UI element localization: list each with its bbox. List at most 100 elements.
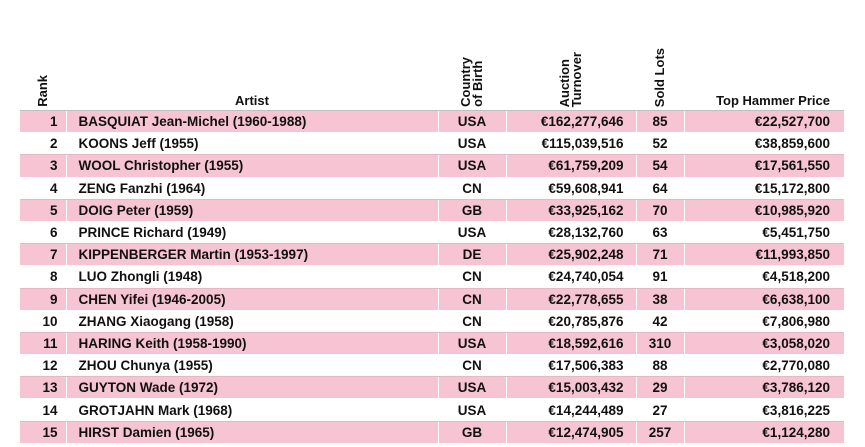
artist-cell: HARING Keith (1958-1990) — [66, 332, 439, 356]
top-hammer-price-cell: €10,985,920 — [684, 199, 844, 222]
column-header-artist: Artist — [66, 42, 438, 111]
artist-cell: DOIG Peter (1959) — [66, 199, 439, 222]
country-cell: USA — [438, 332, 507, 356]
rank-cell: 4 — [20, 177, 67, 200]
artist-cell: PRINCE Richard (1949) — [66, 221, 439, 245]
turnover-cell: €15,003,432 — [506, 376, 637, 400]
country-cell: USA — [438, 132, 507, 156]
rank-cell: 13 — [20, 376, 67, 400]
rank-cell: 15 — [20, 421, 67, 444]
country-cell: GB — [438, 199, 507, 222]
artist-cell: LUO Zhongli (1948) — [66, 265, 439, 289]
sold-lots-cell: 64 — [636, 177, 685, 200]
sold-lots-cell: 91 — [636, 265, 685, 289]
top-hammer-price-cell: €17,561,550 — [684, 154, 844, 178]
table-header-row: Rank Artist Country of Birth Auction Tur… — [20, 42, 844, 111]
artist-cell: ZHOU Chunya (1955) — [66, 354, 439, 378]
sold-lots-cell: 29 — [636, 376, 685, 400]
artist-cell: ZHANG Xiaogang (1958) — [66, 310, 439, 333]
turnover-cell: €17,506,383 — [506, 354, 637, 378]
sold-lots-cell: 71 — [636, 243, 685, 267]
rank-cell: 6 — [20, 221, 67, 245]
sold-lots-cell: 257 — [636, 421, 685, 444]
table-row: 15 HIRST Damien (1965) GB €12,474,905 257 €1,… — [20, 421, 844, 444]
sold-lots-cell: 27 — [636, 398, 685, 422]
turnover-cell: €22,778,655 — [506, 288, 637, 311]
turnover-cell: €24,740,054 — [506, 265, 637, 289]
country-cell: USA — [438, 221, 507, 245]
artist-cell: ZENG Fanzhi (1964) — [66, 177, 439, 200]
top-hammer-price-cell: €3,058,020 — [684, 332, 844, 356]
top-hammer-price-cell: €11,993,850 — [684, 243, 844, 267]
top-hammer-price-cell: €5,451,750 — [684, 221, 844, 245]
artist-cell: GUYTON Wade (1972) — [66, 376, 439, 400]
column-header-top-hammer-price: Top Hammer Price — [684, 42, 844, 111]
artist-cell: CHEN Yifei (1946-2005) — [66, 288, 439, 311]
top-hammer-price-cell: €22,527,700 — [684, 110, 844, 134]
country-cell: CN — [438, 354, 507, 378]
table-row: 8 LUO Zhongli (1948) CN €24,740,054 91 €4,518… — [20, 265, 844, 289]
artist-cell: HIRST Damien (1965) — [66, 421, 439, 444]
top-hammer-price-cell: €6,638,100 — [684, 288, 844, 311]
artist-cell: GROTJAHN Mark (1968) — [66, 398, 439, 422]
rank-cell: 5 — [20, 199, 67, 222]
table-body: 1 BASQUIAT Jean-Michel (1960-1988) USA €162… — [20, 110, 844, 444]
sold-lots-cell: 85 — [636, 110, 685, 134]
top-hammer-price-cell: €4,518,200 — [684, 265, 844, 289]
country-cell: GB — [438, 421, 507, 444]
rank-cell: 12 — [20, 354, 67, 378]
rank-cell: 3 — [20, 154, 67, 178]
column-header-rank: Rank — [20, 42, 66, 111]
table-row: 7 KIPPENBERGER Martin (1953-1997) DE €25,90… — [20, 243, 844, 267]
sold-lots-cell: 42 — [636, 310, 685, 333]
artist-cell: KOONS Jeff (1955) — [66, 132, 439, 156]
turnover-cell: €162,277,646 — [506, 110, 637, 134]
top-hammer-price-cell: €2,770,080 — [684, 354, 844, 378]
artist-cell: WOOL Christopher (1955) — [66, 154, 439, 178]
rank-cell: 14 — [20, 398, 67, 422]
table-row: 6 PRINCE Richard (1949) USA €28,132,760 63 €5… — [20, 221, 844, 245]
table-row: 11 HARING Keith (1958-1990) USA €18,592,616… — [20, 332, 844, 356]
column-header-sold-lots: Sold Lots — [636, 42, 684, 111]
column-header-turnover: Auction Turnover — [506, 42, 636, 111]
country-cell: CN — [438, 177, 507, 200]
turnover-cell: €59,608,941 — [506, 177, 637, 200]
turnover-cell: €18,592,616 — [506, 332, 637, 356]
sold-lots-cell: 70 — [636, 199, 685, 222]
artist-ranking-table: Rank Artist Country of Birth Auction Tur… — [20, 42, 844, 444]
sold-lots-cell: 52 — [636, 132, 685, 156]
rank-cell: 10 — [20, 310, 67, 333]
country-cell: CN — [438, 265, 507, 289]
artist-cell: KIPPENBERGER Martin (1953-1997) — [66, 243, 439, 267]
table-row: 9 CHEN Yifei (1946-2005) CN €22,778,655 38 €6… — [20, 288, 844, 311]
country-cell: DE — [438, 243, 507, 267]
table-row: 12 ZHOU Chunya (1955) CN €17,506,383 88 €2,77… — [20, 354, 844, 378]
sold-lots-cell: 63 — [636, 221, 685, 245]
rank-cell: 11 — [20, 332, 67, 356]
sold-lots-cell: 88 — [636, 354, 685, 378]
top-hammer-price-cell: €7,806,980 — [684, 310, 844, 333]
turnover-cell: €20,785,876 — [506, 310, 637, 333]
table-row: 14 GROTJAHN Mark (1968) USA €14,244,489 27 €3… — [20, 398, 844, 422]
turnover-cell: €33,925,162 — [506, 199, 637, 222]
table-row: 1 BASQUIAT Jean-Michel (1960-1988) USA €162… — [20, 110, 844, 134]
table-row: 3 WOOL Christopher (1955) USA €61,759,209 54… — [20, 154, 844, 178]
table-row: 2 KOONS Jeff (1955) USA €115,039,516 52 €38,8… — [20, 132, 844, 156]
turnover-cell: €61,759,209 — [506, 154, 637, 178]
column-header-country: Country of Birth — [438, 42, 506, 111]
top-hammer-price-cell: €3,816,225 — [684, 398, 844, 422]
country-cell: CN — [438, 288, 507, 311]
artist-ranking-table-container: Rank Artist Country of Birth Auction Tur… — [20, 42, 844, 444]
top-hammer-price-cell: €15,172,800 — [684, 177, 844, 200]
sold-lots-cell: 54 — [636, 154, 685, 178]
table-row: 10 ZHANG Xiaogang (1958) CN €20,785,876 42 €7… — [20, 310, 844, 333]
turnover-cell: €12,474,905 — [506, 421, 637, 444]
turnover-cell: €14,244,489 — [506, 398, 637, 422]
rank-cell: 7 — [20, 243, 67, 267]
top-hammer-price-cell: €38,859,600 — [684, 132, 844, 156]
rank-cell: 1 — [20, 110, 67, 134]
country-cell: CN — [438, 310, 507, 333]
rank-cell: 2 — [20, 132, 67, 156]
turnover-cell: €115,039,516 — [506, 132, 637, 156]
top-hammer-price-cell: €3,786,120 — [684, 376, 844, 400]
